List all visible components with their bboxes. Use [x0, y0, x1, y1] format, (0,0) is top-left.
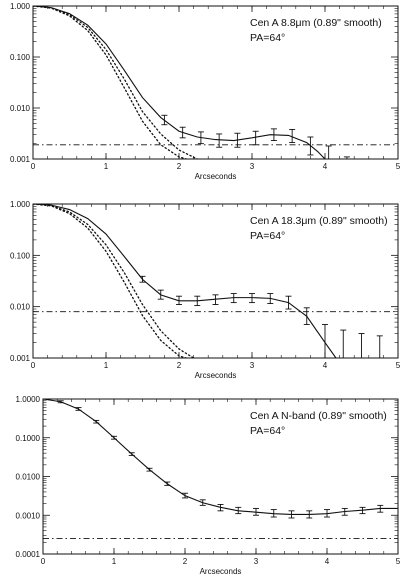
error-bar [216, 133, 223, 148]
annotation-line-1: Cen A 8.8μm (0.89" smooth) [250, 17, 382, 29]
error-bar [139, 275, 146, 283]
chart-panel-1: 0 1 2 3 4 5 0.001 0.010 0.100 1.000 Arcseconds Cen … [10, 2, 400, 181]
data-layer [33, 6, 398, 159]
y-tick-label: 0.0010 [16, 511, 41, 520]
error-bar [182, 492, 188, 499]
x-tick-label: 4 [323, 162, 328, 171]
chart-panel-2: 0 1 2 3 4 5 0.001 0.010 0.100 1.000 Arcseconds Cen … [10, 200, 400, 380]
error-bar [75, 407, 82, 411]
data-layer [33, 204, 398, 358]
annotation-line-1: Cen A N-band (0.89" smooth) [250, 410, 387, 422]
error-bar [289, 128, 296, 144]
x-tick-label: 3 [250, 361, 255, 370]
error-bar [194, 295, 201, 307]
error-bar [164, 481, 171, 486]
x-axis-label: Arcseconds [195, 371, 237, 380]
error-bar [157, 289, 164, 300]
error-bar [270, 509, 277, 518]
error-bar [340, 329, 347, 358]
y-tick-label: 1.000 [10, 200, 31, 209]
data-layer [43, 399, 398, 540]
error-bar [111, 435, 117, 440]
error-bar [57, 400, 64, 404]
error-bar [267, 293, 274, 305]
annotation-line-2: PA=64° [250, 230, 285, 242]
error-bar [307, 136, 314, 156]
error-bar [197, 131, 204, 145]
error-bar [303, 307, 310, 325]
error-bar [179, 126, 186, 139]
psf-dotted-line-2 [33, 204, 195, 358]
x-tick-label: 4 [323, 361, 328, 370]
profile-line-1 [33, 6, 326, 159]
error-bar [252, 130, 259, 146]
error-bar [176, 295, 182, 305]
error-bar [322, 324, 328, 358]
plot-frame [32, 203, 399, 359]
error-bar [306, 510, 313, 519]
x-axis-label: Arcseconds [200, 567, 242, 576]
error-bar [359, 506, 366, 515]
x-tick-label: 2 [177, 361, 182, 370]
y-tick-label: 0.0001 [16, 550, 41, 559]
y-tick-label: 0.0100 [16, 473, 41, 482]
x-tick-label: 1 [104, 162, 109, 171]
psf-dotted-line-2 [33, 6, 198, 159]
x-tick-label: 0 [31, 162, 36, 171]
annotation-line-2: PA=64° [250, 32, 285, 44]
error-bar [217, 503, 224, 512]
error-bar [161, 114, 168, 126]
error-bar [324, 509, 330, 518]
annotation-line-2: PA=64° [250, 425, 285, 437]
profile-line-1 [33, 204, 337, 358]
error-bar [230, 293, 237, 304]
plot-frame [32, 5, 399, 160]
x-tick-label: 2 [177, 162, 182, 171]
x-tick-label: 1 [104, 361, 109, 370]
y-tick-label: 0.001 [10, 155, 31, 164]
x-tick-label: 3 [250, 162, 255, 171]
error-bar [128, 452, 135, 456]
chart-panel-3: 0 1 2 3 4 5 0.0001 0.0010 0.0100 0.1000 1.0000 Arcs… [16, 395, 400, 576]
error-bar [285, 295, 292, 310]
y-tick-label: 0.100 [10, 251, 31, 260]
error-bar [377, 504, 384, 513]
error-bar [376, 335, 383, 358]
psf-dotted-line-3 [33, 204, 187, 358]
annotation-line-1: Cen A 18.3μm (0.89" smooth) [250, 215, 388, 227]
error-bar [343, 156, 350, 159]
x-tick-label: 0 [41, 557, 46, 566]
y-tick-label: 0.010 [10, 104, 31, 113]
error-bar [146, 467, 153, 472]
y-tick-label: 1.0000 [16, 395, 41, 404]
psf-dotted-line-3 [33, 6, 187, 159]
error-bar [341, 507, 348, 516]
error-bar [93, 419, 100, 424]
y-tick-label: 0.010 [10, 303, 31, 312]
y-tick-label: 0.1000 [16, 434, 41, 443]
error-bar [288, 510, 295, 519]
y-tick-label: 0.001 [10, 354, 31, 363]
x-tick-label: 5 [396, 162, 400, 171]
x-tick-label: 4 [325, 557, 330, 566]
x-tick-label: 5 [396, 361, 400, 370]
error-bar [249, 293, 255, 304]
error-bar [235, 506, 242, 515]
error-bar [234, 132, 241, 148]
error-bar [358, 333, 365, 358]
x-tick-label: 1 [112, 557, 117, 566]
x-tick-label: 0 [31, 361, 36, 370]
error-bar [270, 128, 277, 142]
x-axis-label: Arcseconds [195, 172, 237, 181]
x-tick-label: 3 [254, 557, 259, 566]
error-bar [325, 145, 332, 159]
error-bar [212, 294, 219, 305]
y-tick-label: 1.000 [10, 2, 31, 11]
x-tick-label: 5 [396, 557, 400, 566]
y-tick-label: 0.100 [10, 53, 31, 62]
error-bar [199, 499, 206, 506]
x-tick-label: 2 [183, 557, 188, 566]
error-bar [253, 507, 259, 516]
